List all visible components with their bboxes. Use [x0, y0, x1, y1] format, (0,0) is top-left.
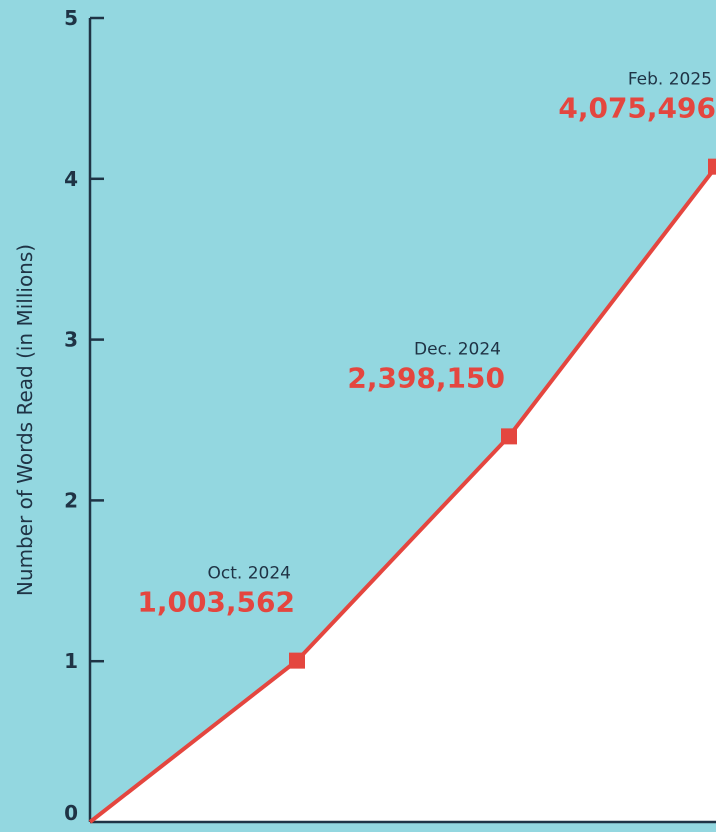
y-tick-label-3: 3 [64, 328, 78, 352]
data-markers [289, 158, 716, 669]
series-line [88, 165, 716, 824]
area-below-line [90, 166, 716, 822]
axes [88, 18, 716, 824]
value-label-2: 2,398,150 [347, 361, 505, 394]
date-label-2: Dec. 2024 [414, 339, 501, 359]
data-marker-1 [289, 652, 305, 669]
y-tick-label-0: 0 [64, 801, 78, 825]
y-tick-label-4: 4 [64, 167, 78, 191]
date-label-3: Feb. 2025 [628, 70, 712, 90]
data-marker-3 [708, 158, 716, 175]
data-marker-2 [501, 428, 517, 445]
date-label-1: Oct. 2024 [208, 564, 291, 584]
y-tick-label-1: 1 [64, 649, 78, 673]
value-label-3: 4,075,496 [558, 92, 716, 125]
y-axis-label: Number of Words Read (in Millions) [13, 244, 37, 596]
value-label-1: 1,003,562 [137, 586, 295, 619]
y-tick-label-2: 2 [64, 488, 78, 512]
y-ticks: 0 1 2 3 4 5 [64, 6, 104, 825]
y-tick-label-5: 5 [64, 6, 78, 30]
